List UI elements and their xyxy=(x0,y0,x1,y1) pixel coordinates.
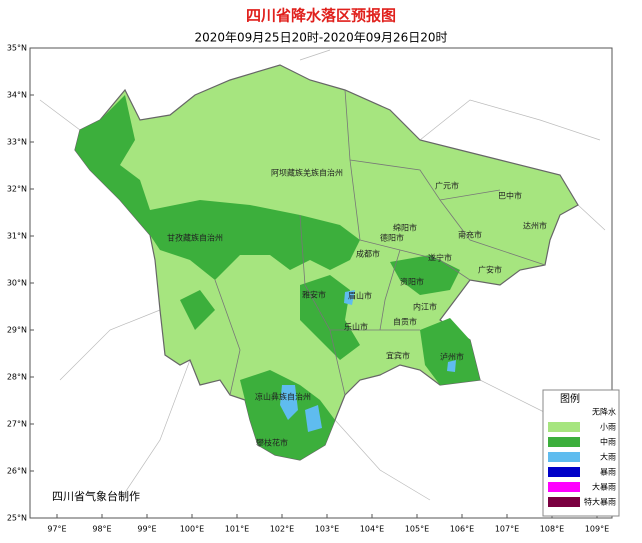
legend-swatch xyxy=(548,452,580,462)
lat-label: 31°N xyxy=(7,232,27,241)
lat-label: 30°N xyxy=(7,279,27,288)
outer-borders xyxy=(39,49,606,501)
lat-label: 32°N xyxy=(7,185,27,194)
lat-label: 34°N xyxy=(7,91,27,100)
latitude-labels: 35°N 34°N 33°N 32°N 31°N 30°N 29°N 28°N 27°N 26°N… xyxy=(7,44,34,523)
lon-label: 103°E xyxy=(315,525,339,534)
legend-swatch xyxy=(548,437,580,447)
region-label: 雅安市 xyxy=(302,290,326,300)
lat-label: 29°N xyxy=(7,326,27,335)
legend-label: 大雨 xyxy=(600,452,616,462)
lon-label: 99°E xyxy=(137,525,156,534)
legend-swatch xyxy=(548,497,580,507)
legend-swatch xyxy=(548,482,580,492)
region-label: 乐山市 xyxy=(344,322,368,332)
region-label: 遂宁市 xyxy=(428,253,452,263)
legend-label: 小雨 xyxy=(600,423,616,432)
lat-label: 35°N xyxy=(7,44,27,53)
legend-label: 特大暴雨 xyxy=(584,497,616,507)
prefecture-borders xyxy=(214,89,546,396)
subtitle: 2020年09月25日20时-2020年09月26日20时 xyxy=(194,31,447,45)
title: 四川省降水落区预报图 xyxy=(246,7,396,25)
region-label: 自贡市 xyxy=(393,317,417,327)
lon-label: 106°E xyxy=(450,525,474,534)
lat-label: 28°N xyxy=(7,373,27,382)
legend-swatch xyxy=(548,422,580,432)
lon-label: 105°E xyxy=(405,525,429,534)
lon-label: 98°E xyxy=(92,525,111,534)
region-label: 眉山市 xyxy=(348,291,372,301)
lon-label: 107°E xyxy=(495,525,519,534)
legend-swatch xyxy=(548,467,580,477)
lon-label: 109°E xyxy=(585,525,609,534)
region-label: 德阳市 xyxy=(380,233,404,243)
heavy-rain-areas xyxy=(280,290,456,432)
moderate-rain-areas xyxy=(75,95,480,460)
region-label: 攀枝花市 xyxy=(256,438,288,448)
region-label: 内江市 xyxy=(413,302,437,312)
legend-label: 暴雨 xyxy=(600,468,616,477)
legend-label: 中雨 xyxy=(600,437,616,447)
lon-label: 102°E xyxy=(270,525,294,534)
lat-label: 25°N xyxy=(7,514,27,523)
lon-label: 100°E xyxy=(180,525,204,534)
region-label: 宜宾市 xyxy=(386,351,410,361)
region-label: 资阳市 xyxy=(400,277,424,287)
region-label: 绵阳市 xyxy=(393,223,417,233)
region-label: 泸州市 xyxy=(440,352,464,362)
region-label: 达州市 xyxy=(523,221,547,231)
region-label: 巴中市 xyxy=(498,191,522,201)
region-label: 广元市 xyxy=(435,181,459,191)
lon-label: 101°E xyxy=(225,525,249,534)
legend-label: 大暴雨 xyxy=(592,482,616,492)
legend-label: 无降水 xyxy=(592,407,616,417)
region-label: 南充市 xyxy=(458,230,482,240)
lat-label: 27°N xyxy=(7,420,27,429)
region-label: 甘孜藏族自治州 xyxy=(167,233,223,243)
lon-label: 104°E xyxy=(360,525,384,534)
lat-label: 33°N xyxy=(7,138,27,147)
lon-label: 108°E xyxy=(540,525,564,534)
legend-swatch xyxy=(548,407,580,417)
region-label: 成都市 xyxy=(356,249,380,259)
lon-label: 97°E xyxy=(47,525,66,534)
lat-label: 26°N xyxy=(7,467,27,476)
legend-title: 图例 xyxy=(560,392,580,405)
region-label: 广安市 xyxy=(478,265,502,275)
region-label: 凉山彝族自治州 xyxy=(255,392,311,402)
credit: 四川省气象台制作 xyxy=(52,489,140,503)
longitude-labels: 97°E 98°E 99°E 100°E 101°E 102°E 103°E 104°E 105… xyxy=(47,514,609,534)
region-label: 阿坝藏族羌族自治州 xyxy=(271,168,343,178)
